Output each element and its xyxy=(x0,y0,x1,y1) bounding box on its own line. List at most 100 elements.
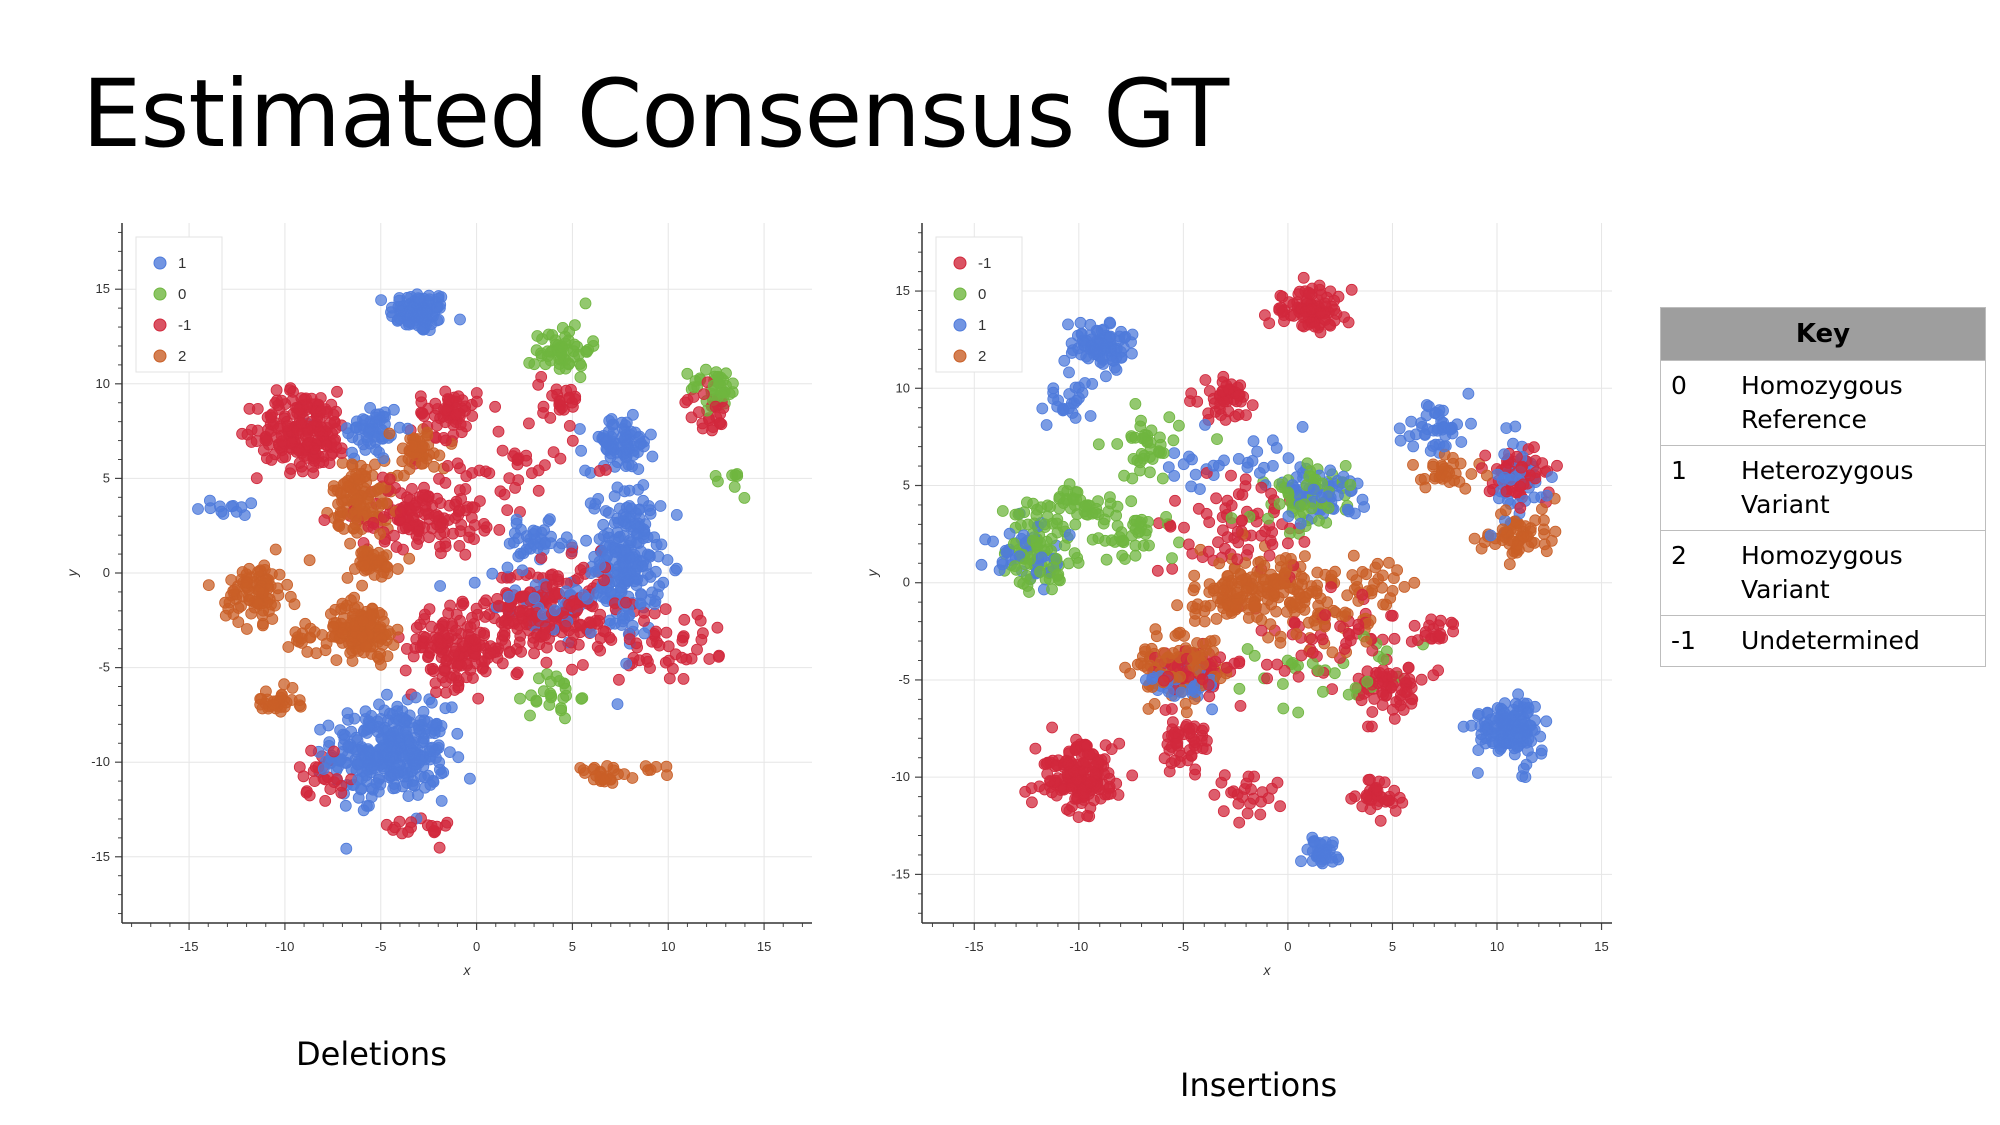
data-point--1 xyxy=(577,659,589,671)
data-point--1 xyxy=(537,406,550,419)
data-point-0 xyxy=(731,470,744,482)
data-point--1 xyxy=(1276,305,1289,318)
data-point--1 xyxy=(554,640,567,653)
data-point-2 xyxy=(1427,460,1439,473)
data-point-2 xyxy=(284,590,297,603)
data-point-0 xyxy=(1100,553,1113,566)
data-point-0 xyxy=(1211,433,1223,446)
legend-marker xyxy=(953,349,967,363)
data-point-1 xyxy=(1528,491,1541,504)
data-point-1 xyxy=(670,562,683,575)
data-point--1 xyxy=(569,390,582,403)
data-point-1 xyxy=(1218,454,1230,467)
data-point--1 xyxy=(465,398,478,411)
data-point--1 xyxy=(1388,784,1401,797)
data-point--1 xyxy=(431,820,443,833)
x-tick-label: 5 xyxy=(569,939,576,954)
x-tick-label: -10 xyxy=(276,939,295,954)
data-point--1 xyxy=(1316,633,1329,646)
data-point--1 xyxy=(513,636,526,649)
data-point-1 xyxy=(245,497,258,510)
y-axis-label: y xyxy=(864,569,880,578)
data-point-0 xyxy=(1349,682,1362,694)
data-point--1 xyxy=(546,389,559,402)
data-point--1 xyxy=(460,470,473,483)
data-point--1 xyxy=(1188,736,1201,749)
data-point--1 xyxy=(433,841,446,854)
data-point--1 xyxy=(300,786,313,799)
data-point-1 xyxy=(402,790,415,802)
data-point-0 xyxy=(1008,560,1021,573)
data-point--1 xyxy=(1200,734,1213,747)
data-point-1 xyxy=(1455,436,1468,448)
data-point--1 xyxy=(383,473,396,486)
data-point-2 xyxy=(357,615,370,628)
data-point--1 xyxy=(1199,374,1212,386)
data-point-1 xyxy=(1481,707,1494,720)
data-point--1 xyxy=(407,650,420,663)
data-point-1 xyxy=(1074,316,1087,329)
data-point-2 xyxy=(1326,646,1339,659)
data-point--1 xyxy=(440,686,452,699)
data-point-0 xyxy=(1069,518,1082,531)
data-point-1 xyxy=(340,422,353,435)
data-point--1 xyxy=(1340,637,1353,650)
data-point-1 xyxy=(528,592,541,605)
data-point-1 xyxy=(617,515,630,528)
data-point-1 xyxy=(1035,551,1048,564)
data-point-2 xyxy=(1329,565,1342,578)
data-point--1 xyxy=(418,613,431,625)
data-point--1 xyxy=(1318,297,1331,310)
data-point-0 xyxy=(541,345,554,358)
data-point--1 xyxy=(1019,785,1032,798)
data-point--1 xyxy=(330,773,343,785)
data-point-1 xyxy=(1270,441,1283,454)
data-point--1 xyxy=(416,489,429,502)
data-point-0 xyxy=(1125,430,1138,443)
data-point--1 xyxy=(1514,480,1526,493)
data-point-1 xyxy=(1546,471,1558,484)
data-point-1 xyxy=(409,691,422,704)
data-point--1 xyxy=(1182,538,1195,551)
data-point-1 xyxy=(339,799,352,812)
data-point-2 xyxy=(1310,619,1323,632)
data-point-1 xyxy=(1504,473,1517,486)
data-point-0 xyxy=(1086,533,1099,546)
legend-marker xyxy=(953,287,967,301)
data-point--1 xyxy=(563,419,576,432)
data-point--1 xyxy=(1263,549,1276,562)
data-point-1 xyxy=(405,747,418,760)
data-point-0 xyxy=(1313,514,1325,527)
data-point--1 xyxy=(1281,537,1294,550)
data-point-1 xyxy=(1168,447,1181,460)
data-point--1 xyxy=(1235,514,1248,527)
data-point-2 xyxy=(1186,600,1199,613)
data-point--1 xyxy=(1220,661,1233,674)
data-point-1 xyxy=(609,617,621,630)
data-point--1 xyxy=(271,394,283,407)
data-point--1 xyxy=(410,621,423,634)
data-point--1 xyxy=(397,543,409,556)
data-point-2 xyxy=(1264,618,1277,631)
data-point-1 xyxy=(215,505,228,518)
data-point--1 xyxy=(1479,449,1492,462)
data-point-1 xyxy=(432,739,445,752)
data-point--1 xyxy=(1374,814,1387,827)
data-point-0 xyxy=(709,469,722,482)
data-point-0 xyxy=(1301,457,1314,470)
data-point-1 xyxy=(611,698,624,711)
y-tick-label: 0 xyxy=(903,575,910,590)
data-point--1 xyxy=(1065,782,1078,795)
data-point-1 xyxy=(434,580,447,592)
data-point-2 xyxy=(1514,520,1527,533)
data-point-1 xyxy=(346,446,358,459)
data-point--1 xyxy=(1221,531,1234,544)
key-description: Homozygous Variant xyxy=(1731,530,1986,616)
data-point-1 xyxy=(654,500,667,512)
data-point-2 xyxy=(202,579,215,592)
data-point--1 xyxy=(1091,756,1104,769)
data-point-2 xyxy=(1360,568,1373,581)
data-point-2 xyxy=(1274,630,1287,643)
data-point-0 xyxy=(1126,472,1139,485)
data-point--1 xyxy=(503,646,516,659)
